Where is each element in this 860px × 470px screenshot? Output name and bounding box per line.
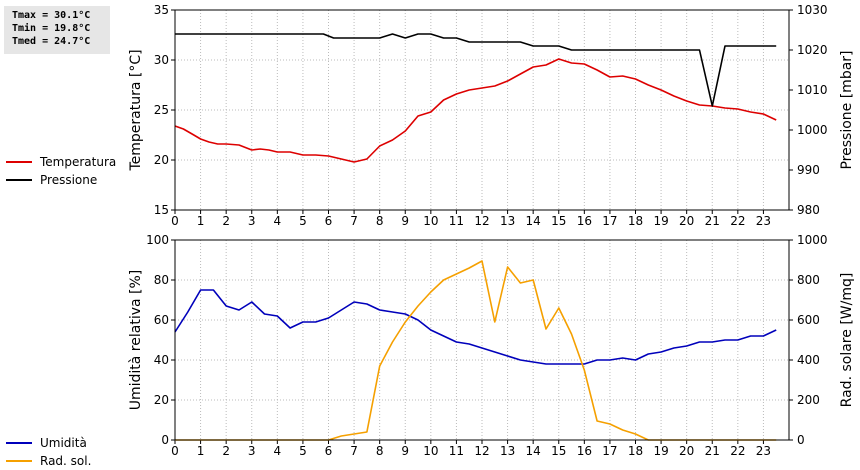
tmax-text: Tmax = 30.1°C [12,10,91,21]
chart1-xtick-label: 4 [274,214,282,228]
chart1-y2tick-label: 1010 [797,83,828,97]
chart2-xtick-label: 18 [628,444,643,458]
chart2-series-rad-sol [175,260,777,441]
chart2-series-umidit [174,289,777,365]
chart1-xtick-label: 2 [222,214,230,228]
chart2-xtick-label: 17 [602,444,617,458]
chart2-xtick-label: 6 [325,444,333,458]
legend-swatch-umidita [6,442,32,444]
chart1-xtick-label: 17 [602,214,617,228]
legend-swatch-radsol [6,460,32,462]
chart2-xtick-label: 11 [449,444,464,458]
chart1-xtick-label: 14 [526,214,541,228]
chart1-y2tick-label: 1020 [797,43,828,57]
chart2-xtick-label: 12 [474,444,489,458]
chart1-xtick-label: 19 [653,214,668,228]
legend-swatch-pressione [6,179,32,181]
chart2-ylabel: Umidità relativa [%] [128,270,144,411]
chart2-xtick-label: 10 [423,444,438,458]
chart2-y2tick-label: 600 [797,313,820,327]
chart1-series-pressione [175,33,777,107]
chart2-y2tick-label: 200 [797,393,820,407]
chart1-xtick-label: 23 [756,214,771,228]
chart2-xtick-label: 2 [222,444,230,458]
legend-label-umidita: Umidità [40,436,87,450]
chart1-xtick-label: 3 [248,214,256,228]
stats-box: Tmax = 30.1°C Tmin = 19.8°C Tmed = 24.7°… [4,6,110,54]
chart1-ytick-label: 25 [154,103,169,117]
chart1-xtick-label: 13 [500,214,515,228]
chart1-xtick-label: 7 [350,214,358,228]
chart2-xtick-label: 16 [577,444,592,458]
chart2-xtick-label: 7 [350,444,358,458]
chart1-y2label: Pressione [mbar] [839,50,855,169]
chart1-xtick-label: 6 [325,214,333,228]
chart1-xtick-label: 1 [197,214,205,228]
chart1-xtick-label: 12 [474,214,489,228]
chart1-xtick-label: 11 [449,214,464,228]
chart2-xtick-label: 4 [274,444,282,458]
chart2-y2tick-label: 1000 [797,233,828,247]
chart1-xtick-label: 16 [577,214,592,228]
chart1-ytick-label: 20 [154,153,169,167]
chart2-xtick-label: 8 [376,444,384,458]
chart2-ytick-label: 100 [146,233,169,247]
chart1-xtick-label: 10 [423,214,438,228]
chart1-xtick-label: 20 [679,214,694,228]
chart1-y2tick-label: 1000 [797,123,828,137]
chart2-xtick-label: 3 [248,444,256,458]
chart1-xtick-label: 22 [730,214,745,228]
legend-item-umidita: Umidità [6,434,91,452]
legend-label-temperatura: Temperatura [40,155,117,169]
chart1-frame [174,9,790,211]
chart2-xtick-label: 0 [171,444,179,458]
chart1-xtick-label: 8 [376,214,384,228]
chart2-xtick-label: 1 [197,444,205,458]
chart2-xtick-label: 15 [551,444,566,458]
chart2-frame [174,239,790,441]
chart2-xtick-label: 23 [756,444,771,458]
legend-item-temperatura: Temperatura [6,153,116,171]
charts-canvas: 0 1 2 3 4 5 6 7 8 9 10 11 12 13 14 15 16 17 18 19 20 21 22 2315… [128,3,855,458]
chart1-y2tick-label: 1030 [797,3,828,17]
chart1-xtick-label: 0 [171,214,179,228]
chart1-xtick-label: 9 [401,214,409,228]
chart1-ytick-label: 30 [154,53,169,67]
chart2-ytick-label: 60 [154,313,169,327]
chart1-xtick-label: 21 [705,214,720,228]
chart2-xtick-label: 14 [526,444,541,458]
chart1-y2tick-label: 990 [797,163,820,177]
tmin-text: Tmin = 19.8°C [12,23,91,34]
chart2-xtick-label: 5 [299,444,307,458]
tmed-text: Tmed = 24.7°C [12,36,91,47]
chart1-ytick-label: 15 [154,203,169,217]
chart2-xtick-label: 19 [653,444,668,458]
chart1-ytick-label: 35 [154,3,169,17]
chart2-y2label: Rad. solare [W/mq] [839,273,855,408]
chart1-ylabel: Temperatura [°C] [128,49,144,171]
chart2-xtick-label: 21 [705,444,720,458]
chart1-xtick-label: 18 [628,214,643,228]
chart2-ytick-label: 80 [154,273,169,287]
legend-swatch-temperatura [6,161,32,163]
chart2-ytick-label: 0 [161,433,169,447]
legend-top: Temperatura Pressione [6,153,116,189]
chart1-xtick-label: 5 [299,214,307,228]
chart2-xtick-label: 22 [730,444,745,458]
chart1-y2tick-label: 980 [797,203,820,217]
chart2-ytick-label: 40 [154,353,169,367]
chart2-y2tick-label: 0 [797,433,805,447]
chart2-y2tick-label: 400 [797,353,820,367]
chart2-y2tick-label: 800 [797,273,820,287]
chart1-xtick-label: 15 [551,214,566,228]
chart2-xtick-label: 13 [500,444,515,458]
legend-label-pressione: Pressione [40,173,98,187]
chart1-series-temperatura [174,58,777,163]
chart2-ytick-label: 20 [154,393,169,407]
legend-item-pressione: Pressione [6,171,116,189]
chart2-xtick-label: 20 [679,444,694,458]
chart2-xtick-label: 9 [401,444,409,458]
